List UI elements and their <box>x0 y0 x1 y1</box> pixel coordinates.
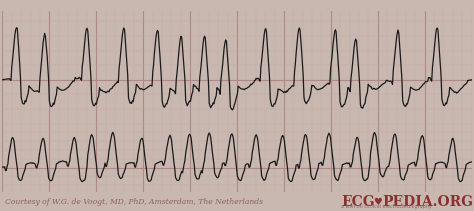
Text: Courtesy of W.G. de Voogt, MD, PhD, Amsterdam, The Netherlands: Courtesy of W.G. de Voogt, MD, PhD, Amst… <box>5 197 263 206</box>
Text: PEDIA.ORG: PEDIA.ORG <box>382 195 473 208</box>
Text: ♥: ♥ <box>374 196 382 207</box>
Text: a wiki on clinical electrocardiography: a wiki on clinical electrocardiography <box>341 204 432 210</box>
Text: ECG: ECG <box>341 195 375 208</box>
